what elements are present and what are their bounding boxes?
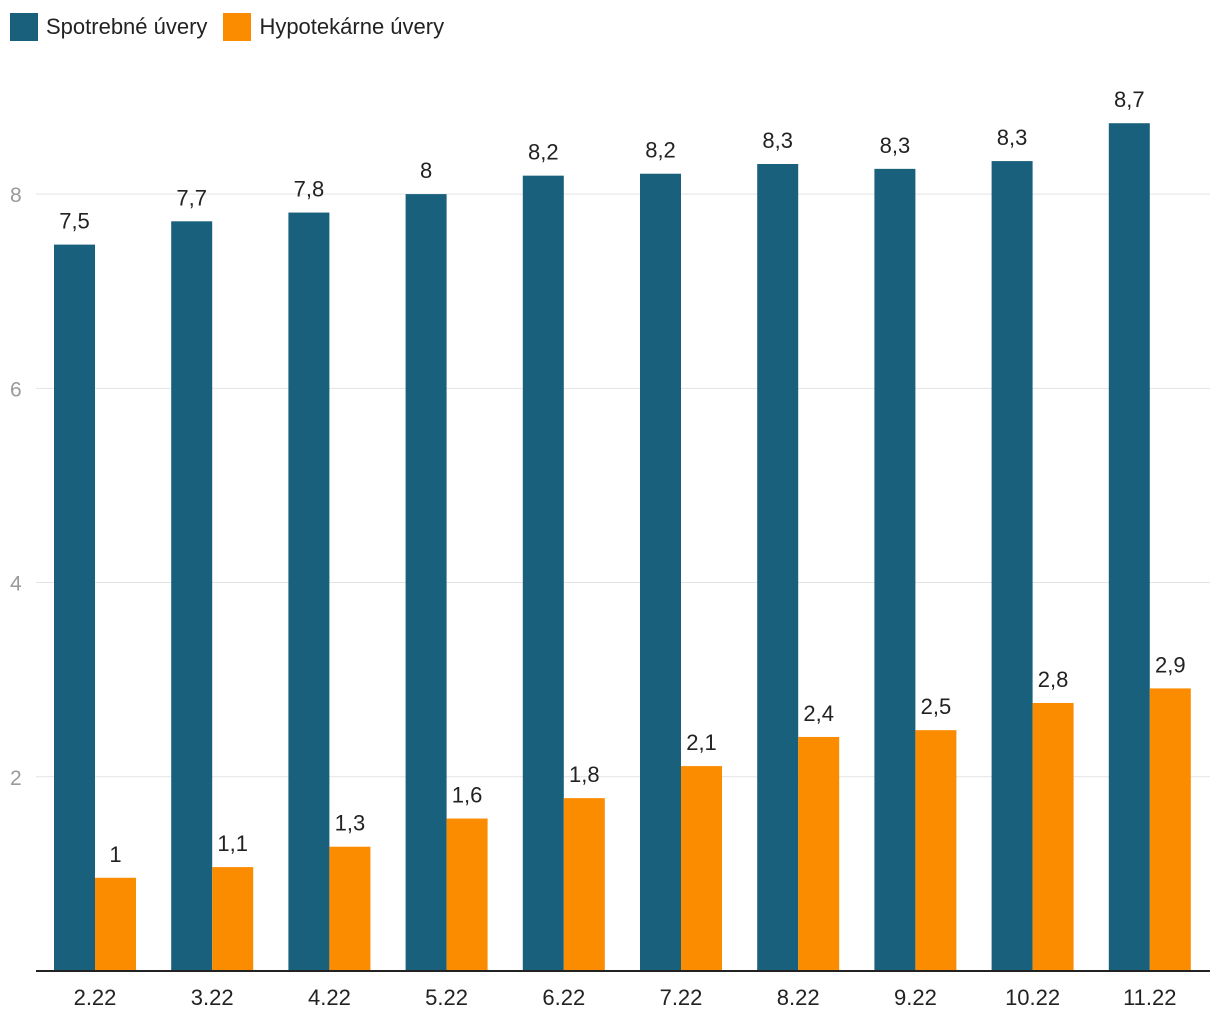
bar-consumer-loans[interactable] <box>522 175 564 971</box>
data-label: 2,1 <box>686 730 717 755</box>
bar-mortgage-loans[interactable] <box>329 846 371 971</box>
legend-item-consumer-loans[interactable]: Spotrebné úvery <box>10 13 207 41</box>
data-label: 7,8 <box>294 177 325 202</box>
legend-label-consumer-loans: Spotrebné úvery <box>46 14 208 39</box>
data-label: 1,1 <box>217 831 248 856</box>
bar-consumer-loans[interactable] <box>288 212 330 971</box>
bar-mortgage-loans[interactable] <box>446 818 488 971</box>
x-tick-label: 4.22 <box>308 985 351 1010</box>
data-label: 8,3 <box>762 128 793 153</box>
bar-consumer-loans[interactable] <box>757 164 799 972</box>
data-label: 8,3 <box>880 133 911 158</box>
data-label: 1,3 <box>335 811 366 836</box>
bar-consumer-loans[interactable] <box>171 221 213 971</box>
legend: Spotrebné úvery Hypotekárne úvery <box>10 12 460 42</box>
bar-mortgage-loans[interactable] <box>681 766 722 971</box>
bar-mortgage-loans[interactable] <box>95 877 136 971</box>
data-label: 7,7 <box>176 185 207 210</box>
y-tick-label: 4 <box>10 573 22 596</box>
bar-consumer-loans[interactable] <box>405 194 447 972</box>
x-tick-label: 5.22 <box>425 985 468 1010</box>
legend-item-mortgage-loans[interactable]: Hypotekárne úvery <box>223 13 444 41</box>
bar-mortgage-loans[interactable] <box>798 736 840 971</box>
bar-mortgage-loans[interactable] <box>1149 688 1191 971</box>
bar-mortgage-loans[interactable] <box>915 730 957 971</box>
data-label: 2,9 <box>1155 652 1186 677</box>
x-tick-label: 3.22 <box>191 985 234 1010</box>
x-tick-label: 10.22 <box>1005 985 1060 1010</box>
data-label: 2,4 <box>803 701 834 726</box>
x-tick-label: 2.22 <box>74 985 117 1010</box>
bar-consumer-loans[interactable] <box>640 173 681 971</box>
y-tick-label: 6 <box>10 378 22 401</box>
x-tick-label: 6.22 <box>542 985 585 1010</box>
legend-swatch-mortgage-loans <box>223 13 252 41</box>
bar-mortgage-loans[interactable] <box>1032 702 1074 971</box>
data-label: 8 <box>420 158 432 183</box>
legend-swatch-consumer-loans <box>10 13 38 41</box>
y-tick-label: 2 <box>10 767 22 790</box>
data-label: 1,6 <box>452 783 483 808</box>
data-label: 1 <box>109 842 121 867</box>
bar-consumer-loans[interactable] <box>54 244 95 971</box>
data-label: 8,7 <box>1114 87 1145 112</box>
data-label: 1,8 <box>569 762 600 787</box>
x-tick-label: 8.22 <box>777 985 820 1010</box>
x-tick-label: 9.22 <box>894 985 937 1010</box>
data-label: 8,3 <box>997 125 1028 150</box>
x-tick-label: 7.22 <box>660 985 703 1010</box>
data-label: 2,8 <box>1038 667 1069 692</box>
bar-consumer-loans[interactable] <box>874 168 916 971</box>
bar-mortgage-loans[interactable] <box>212 867 254 971</box>
data-label: 7,5 <box>59 209 90 234</box>
legend-label-mortgage-loans: Hypotekárne úvery <box>259 14 445 39</box>
bar-consumer-loans[interactable] <box>991 161 1033 972</box>
data-label: 8,2 <box>645 138 676 163</box>
bar-consumer-loans[interactable] <box>1108 123 1150 972</box>
y-tick-label: 8 <box>10 184 22 207</box>
data-label: 8,2 <box>528 140 559 165</box>
x-tick-label: 11.22 <box>1123 985 1176 1010</box>
bar-mortgage-loans[interactable] <box>563 798 605 971</box>
data-label: 2,5 <box>921 694 952 719</box>
